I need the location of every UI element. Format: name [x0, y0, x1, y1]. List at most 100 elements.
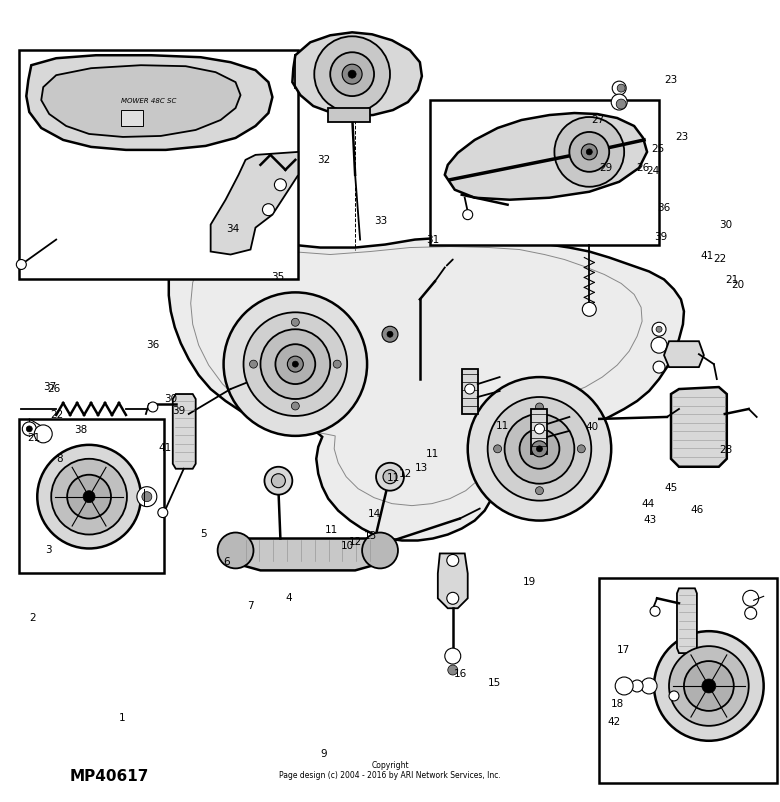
Text: 8: 8	[56, 454, 63, 464]
Circle shape	[555, 118, 624, 188]
Circle shape	[224, 293, 367, 436]
Circle shape	[447, 593, 459, 605]
Circle shape	[577, 445, 585, 453]
Text: 11: 11	[325, 524, 339, 534]
Text: 30: 30	[165, 394, 177, 403]
Text: 43: 43	[644, 514, 657, 525]
Circle shape	[342, 65, 362, 85]
Polygon shape	[677, 589, 697, 654]
Circle shape	[494, 445, 502, 453]
Text: 35: 35	[271, 272, 284, 282]
Text: 17: 17	[616, 644, 629, 654]
Circle shape	[250, 361, 257, 369]
Text: 7: 7	[246, 600, 254, 610]
Circle shape	[569, 133, 609, 172]
Text: 15: 15	[488, 678, 502, 687]
Text: 32: 32	[317, 155, 331, 164]
Circle shape	[287, 357, 303, 373]
Circle shape	[616, 100, 626, 110]
Circle shape	[262, 205, 275, 217]
Circle shape	[292, 362, 298, 367]
Text: 25: 25	[651, 144, 665, 154]
Circle shape	[376, 464, 404, 491]
Circle shape	[650, 606, 660, 617]
Circle shape	[67, 475, 111, 519]
Bar	[20, 51, 298, 280]
Bar	[121, 111, 143, 127]
Bar	[599, 578, 777, 783]
Circle shape	[275, 180, 286, 192]
Text: Copyright
Page design (c) 2004 - 2016 by ARI Network Services, Inc.: Copyright Page design (c) 2004 - 2016 by…	[279, 760, 501, 780]
Text: 21: 21	[27, 432, 41, 442]
Polygon shape	[211, 152, 298, 255]
Text: 36: 36	[147, 340, 160, 350]
Circle shape	[653, 362, 665, 374]
Text: 12: 12	[349, 536, 362, 546]
Text: MOWER 48C SC: MOWER 48C SC	[121, 98, 176, 104]
Circle shape	[465, 385, 475, 395]
Text: 2: 2	[29, 612, 36, 622]
Polygon shape	[27, 56, 272, 151]
Text: 22: 22	[51, 410, 64, 419]
Circle shape	[612, 95, 627, 111]
Text: 31: 31	[426, 234, 439, 245]
Circle shape	[333, 361, 341, 369]
Circle shape	[292, 319, 300, 327]
Circle shape	[218, 533, 254, 569]
Circle shape	[264, 468, 292, 495]
Text: 45: 45	[665, 482, 678, 492]
Circle shape	[261, 330, 330, 399]
Circle shape	[314, 37, 390, 113]
Circle shape	[362, 533, 398, 569]
Polygon shape	[438, 553, 468, 609]
Text: 40: 40	[586, 422, 598, 431]
Text: 12: 12	[399, 468, 412, 478]
Circle shape	[537, 446, 542, 452]
Circle shape	[745, 607, 757, 619]
Text: 18: 18	[610, 698, 623, 708]
Circle shape	[51, 460, 127, 535]
Circle shape	[142, 492, 152, 502]
Circle shape	[83, 491, 95, 503]
Circle shape	[617, 85, 625, 93]
Text: 41: 41	[158, 443, 172, 452]
Circle shape	[536, 487, 544, 495]
Text: 1: 1	[119, 711, 125, 722]
Circle shape	[587, 150, 592, 156]
Text: 42: 42	[607, 715, 620, 726]
Text: 23: 23	[675, 132, 688, 142]
Polygon shape	[156, 235, 684, 541]
Bar	[430, 101, 659, 245]
Text: 16: 16	[453, 668, 466, 678]
Circle shape	[656, 327, 662, 333]
Text: 41: 41	[700, 250, 714, 261]
Circle shape	[271, 474, 285, 488]
Text: 23: 23	[665, 75, 678, 85]
Text: 11: 11	[387, 472, 400, 482]
Polygon shape	[671, 387, 727, 468]
Circle shape	[383, 470, 397, 484]
Polygon shape	[462, 370, 477, 415]
Circle shape	[275, 345, 315, 385]
Text: ARI Parts Stream: ARI Parts Stream	[257, 337, 523, 433]
Circle shape	[654, 631, 764, 741]
Circle shape	[445, 648, 461, 664]
Circle shape	[669, 691, 679, 701]
Circle shape	[382, 327, 398, 342]
Circle shape	[631, 680, 643, 692]
Text: 29: 29	[600, 163, 613, 172]
Polygon shape	[236, 539, 380, 571]
Polygon shape	[445, 114, 647, 200]
Circle shape	[519, 429, 559, 469]
Circle shape	[581, 144, 597, 160]
Circle shape	[612, 82, 626, 96]
Circle shape	[37, 445, 141, 549]
Circle shape	[292, 403, 300, 411]
Circle shape	[641, 678, 657, 694]
Polygon shape	[328, 109, 370, 123]
Circle shape	[669, 646, 749, 726]
Circle shape	[447, 555, 459, 567]
Circle shape	[468, 378, 612, 521]
Text: 11: 11	[496, 420, 509, 430]
Circle shape	[463, 210, 473, 221]
